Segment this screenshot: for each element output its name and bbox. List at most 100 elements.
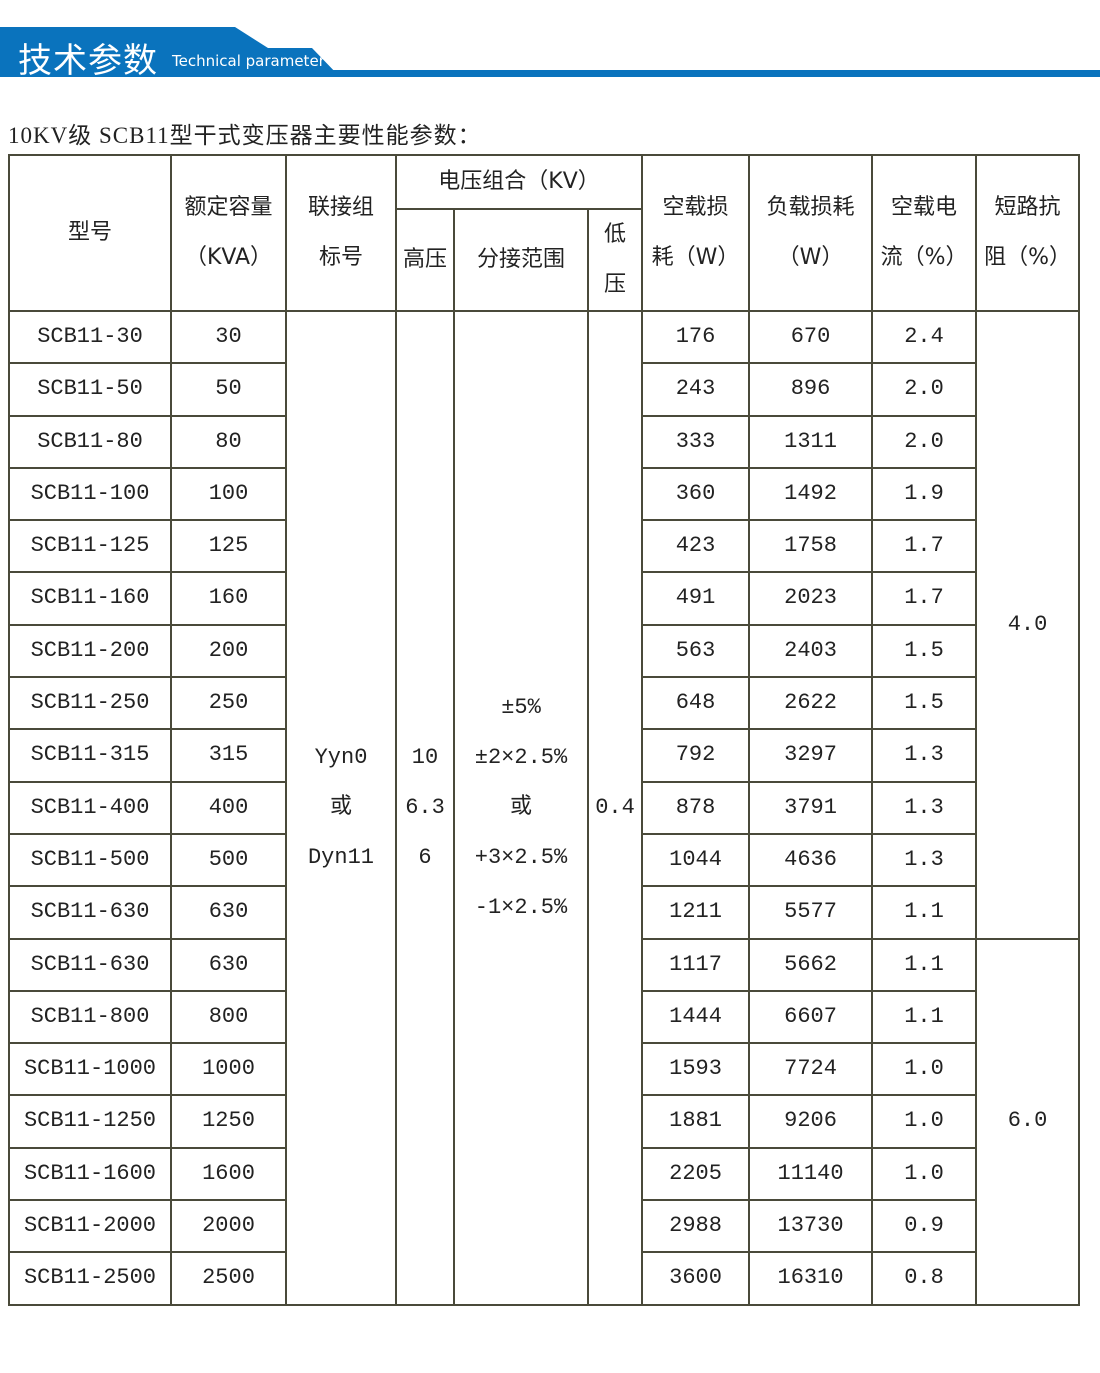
model-cell: SCB11-800 <box>8 989 172 1045</box>
model-cell: SCB11-50 <box>8 362 172 417</box>
capacity-cell: 2000 <box>170 1199 287 1254</box>
load-loss-cell: 2622 <box>748 676 874 731</box>
header-voltage: 电压组合（KV） <box>394 154 644 210</box>
model-cell: SCB11-1250 <box>8 1094 172 1149</box>
load-loss-cell: 3297 <box>748 728 874 783</box>
noload-loss-cell: 648 <box>641 676 751 731</box>
noload-loss-cell: 1211 <box>641 885 751 940</box>
table-row: SCB11-160 160 491 2023 1.7 <box>8 571 1079 626</box>
capacity-cell: 1600 <box>170 1146 287 1202</box>
header-connection: 联接组 标号 <box>285 154 397 312</box>
noload-loss-cell: 176 <box>641 309 751 365</box>
capacity-cell: 80 <box>170 414 287 469</box>
noload-current-cell: 1.3 <box>871 728 978 783</box>
model-cell: SCB11-30 <box>8 309 172 365</box>
noload-loss-cell: 1444 <box>641 989 751 1045</box>
noload-loss-cell: 333 <box>641 414 751 469</box>
capacity-cell: 800 <box>170 989 287 1045</box>
load-loss-cell: 5577 <box>748 885 874 940</box>
load-loss-cell: 4636 <box>748 832 874 888</box>
noload-current-cell: 2.0 <box>871 362 978 417</box>
noload-loss-cell: 243 <box>641 362 751 417</box>
table-row: SCB11-800 800 1444 6607 1.1 <box>8 989 1079 1045</box>
banner-subtitle-en: Technical parameter <box>172 52 325 70</box>
noload-loss-cell: 1117 <box>641 937 751 992</box>
table-row: SCB11-2000 2000 2988 13730 0.9 <box>8 1199 1079 1254</box>
capacity-cell: 200 <box>170 623 287 679</box>
noload-current-cell: 2.4 <box>871 309 978 365</box>
capacity-cell: 400 <box>170 780 287 835</box>
noload-current-cell: 0.9 <box>871 1199 978 1254</box>
load-loss-cell: 11140 <box>748 1146 874 1202</box>
load-loss-cell: 670 <box>748 309 874 365</box>
table-row: SCB11-125 125 423 1758 1.7 <box>8 519 1079 574</box>
connection-cell-line: Yyn0 <box>314 744 368 770</box>
header-tap: 分接范围 <box>453 208 589 312</box>
noload-current-cell: 1.7 <box>871 571 978 626</box>
capacity-cell: 630 <box>170 937 287 992</box>
capacity-cell: 50 <box>170 362 287 417</box>
noload-loss-cell: 423 <box>641 519 751 574</box>
connection-cell-line: Dyn11 <box>307 844 374 870</box>
impedance-cell: 6.0 <box>975 937 1081 1306</box>
noload-loss-cell: 2988 <box>641 1199 751 1254</box>
header-impedance: 短路抗 阻（%） <box>975 154 1081 312</box>
model-cell: SCB11-2000 <box>8 1199 172 1254</box>
hv-cell-line: 10 <box>411 744 439 770</box>
banner-bar <box>0 70 1100 77</box>
model-cell: SCB11-400 <box>8 780 172 835</box>
load-loss-cell: 896 <box>748 362 874 417</box>
table-row: SCB11-80 80 333 1311 2.0 <box>8 414 1079 469</box>
noload-current-cell: 2.0 <box>871 414 978 469</box>
load-loss-cell: 5662 <box>748 937 874 992</box>
noload-loss-cell: 1593 <box>641 1042 751 1097</box>
hv-cell: 10 6.3 6 <box>395 310 455 1306</box>
noload-loss-cell: 563 <box>641 623 751 679</box>
load-loss-cell: 1758 <box>748 519 874 574</box>
table-row: SCB11-250 250 648 2622 1.5 <box>8 676 1079 731</box>
table-row: SCB11-50 50 243 896 2.0 <box>8 362 1079 417</box>
table-row: SCB11-315 315 792 3297 1.3 <box>8 728 1079 783</box>
noload-current-cell: 1.7 <box>871 519 978 574</box>
connection-cell-line: 或 <box>329 794 352 820</box>
noload-current-cell: 1.1 <box>871 885 978 940</box>
load-loss-cell: 7724 <box>748 1042 874 1097</box>
table-row: SCB11-400 400 878 3791 1.3 <box>8 780 1079 835</box>
table-row: SCB11-30 30 Yyn0 或 Dyn11 10 6.3 6 ±5% ±2×2.5% 或 +3×… <box>8 309 1081 1306</box>
load-loss-cell: 1492 <box>748 466 874 522</box>
hv-cell-line: 6.3 <box>405 794 445 820</box>
model-cell: SCB11-630 <box>8 937 172 992</box>
banner-title: 技术参数 <box>18 41 158 81</box>
model-cell: SCB11-315 <box>8 728 172 783</box>
load-loss-cell: 6607 <box>748 989 874 1045</box>
load-loss-cell: 9206 <box>748 1094 874 1149</box>
load-loss-cell: 2023 <box>748 571 874 626</box>
header-capacity: 额定容量 （KVA） <box>170 154 287 312</box>
noload-current-cell: 1.3 <box>871 832 978 888</box>
model-cell: SCB11-1600 <box>8 1146 172 1202</box>
header-load-loss: 负载损耗 （W） <box>748 154 874 312</box>
spec-table: 型号 额定容量 （KVA） 联接组 标号 电压组合（KV） 空载损 耗（W） 负载损耗… <box>8 154 1081 1306</box>
model-cell: SCB11-200 <box>8 623 172 679</box>
tap-cell-line: ±2×2.5% <box>474 744 568 770</box>
capacity-cell: 125 <box>170 519 287 574</box>
load-loss-cell: 13730 <box>748 1199 874 1254</box>
load-loss-cell: 16310 <box>748 1251 874 1306</box>
noload-loss-cell: 1044 <box>641 832 751 888</box>
capacity-cell: 630 <box>170 885 287 940</box>
model-cell: SCB11-160 <box>8 571 172 626</box>
capacity-cell: 500 <box>170 832 287 888</box>
table-row: SCB11-200 200 563 2403 1.5 <box>8 623 1079 679</box>
noload-current-cell: 1.5 <box>871 676 978 731</box>
noload-loss-cell: 491 <box>641 571 751 626</box>
header-lv: 低压 <box>586 208 644 312</box>
noload-loss-cell: 360 <box>641 466 751 522</box>
table-row: SCB11-2500 2500 3600 16310 0.8 <box>8 1251 1079 1306</box>
connection-cell: Yyn0 或 Dyn11 <box>285 310 397 1306</box>
tap-cell-line: ±5% <box>501 694 541 720</box>
tap-cell-line: -1×2.5% <box>474 894 568 920</box>
model-cell: SCB11-80 <box>8 414 172 469</box>
hv-cell-line: 6 <box>418 844 432 870</box>
table-row: SCB11-1250 1250 1881 9206 1.0 <box>8 1094 1079 1149</box>
noload-loss-cell: 1881 <box>641 1094 751 1149</box>
